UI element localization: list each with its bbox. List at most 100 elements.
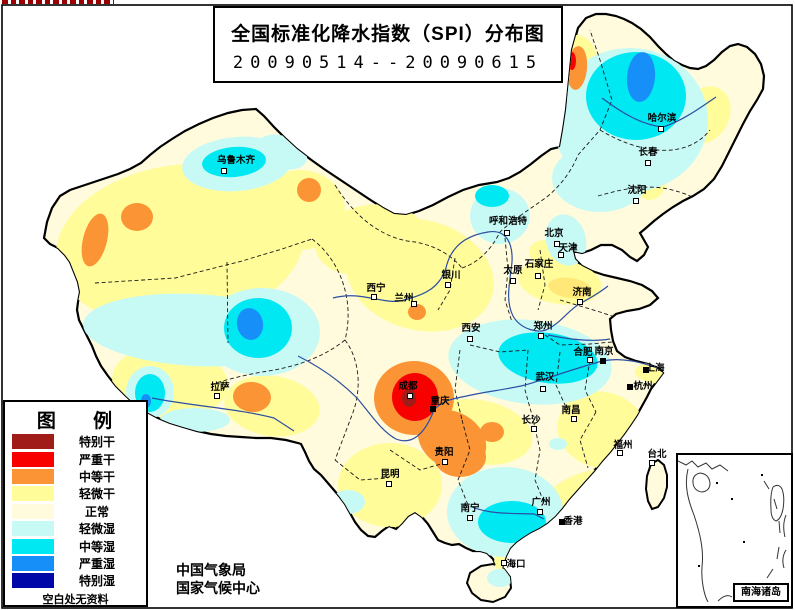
city-marker	[221, 168, 227, 174]
legend-label: 轻微干	[78, 487, 115, 502]
city-marker	[535, 273, 541, 279]
city-marker	[501, 560, 507, 566]
huai-river	[547, 334, 611, 341]
legend-swatch	[12, 451, 54, 467]
city-marker	[510, 278, 516, 284]
city-label: 西宁	[366, 282, 386, 294]
city-marker	[538, 333, 544, 339]
city-label: 哈尔滨	[647, 112, 677, 124]
legend-swatch	[12, 521, 54, 537]
city-marker	[430, 406, 436, 412]
legend-footnote: 空白处无资料	[42, 593, 109, 606]
legend-label: 中等干	[78, 469, 115, 484]
inset-dash-line	[763, 480, 781, 579]
image-border-frame	[1, 4, 793, 609]
city-label: 北京	[544, 227, 564, 239]
inset-vietnam-coast	[685, 468, 709, 602]
city-marker	[617, 450, 623, 456]
city-marker	[559, 519, 565, 525]
legend-label: 严重湿	[78, 556, 115, 571]
city-marker	[600, 358, 606, 364]
city-marker	[504, 230, 510, 236]
city-marker	[645, 160, 651, 166]
city-label: 昆明	[380, 468, 400, 480]
city-marker	[540, 386, 546, 392]
pearl-river	[471, 506, 545, 520]
legend-item: 轻微干	[5, 485, 146, 502]
city-label: 海口	[506, 558, 526, 570]
inset-map	[678, 460, 787, 602]
inset-philippines-coast	[782, 514, 787, 569]
city-label: 石家庄	[524, 258, 554, 270]
city-label: 成都	[398, 380, 418, 392]
map-title: 全国标准化降水指数（SPI）分布图	[231, 24, 545, 45]
legend-item: 中等干	[5, 468, 146, 485]
city-marker	[467, 515, 473, 521]
city-label: 台北	[647, 448, 667, 460]
legend-swatch	[12, 573, 54, 589]
city-marker	[411, 301, 417, 307]
city-marker	[467, 336, 473, 342]
inset-label: 南海诸岛	[733, 583, 789, 602]
inset-mainland-coast	[678, 460, 729, 472]
legend-label: 轻微湿	[78, 522, 115, 537]
legend-label: 中等湿	[78, 539, 115, 554]
legend-swatch	[12, 555, 54, 571]
city-label: 福州	[613, 439, 633, 451]
yangtze-river	[297, 355, 661, 442]
legend-label: 严重干	[78, 452, 115, 467]
city-label: 香港	[563, 515, 583, 527]
city-label: 南昌	[561, 404, 581, 416]
inset-taiwan	[770, 484, 785, 522]
city-marker	[214, 393, 220, 399]
legend-item: 严重湿	[5, 555, 146, 572]
city-marker	[649, 460, 655, 466]
city-label: 广州	[531, 496, 551, 508]
city-label: 西安	[461, 322, 481, 334]
city-label: 银川	[441, 269, 461, 281]
city-marker	[633, 198, 639, 204]
city-marker	[587, 357, 593, 363]
legend-swatch	[12, 538, 54, 554]
city-label: 沈阳	[627, 184, 647, 196]
city-label: 乌鲁木齐	[216, 154, 256, 166]
legend-label: 特别干	[78, 435, 115, 450]
legend-item: 中等湿	[5, 537, 146, 554]
taiwan-island	[644, 458, 668, 511]
inset-island-dots	[698, 474, 763, 567]
city-marker	[571, 416, 577, 422]
city-label: 天津	[558, 242, 578, 254]
city-marker	[386, 481, 392, 487]
legend: 图 例 特别干严重干中等干轻微干正常轻微湿中等湿严重湿特别湿 空白处无资料	[3, 400, 148, 607]
legend-rows: 特别干严重干中等干轻微干正常轻微湿中等湿严重湿特别湿	[5, 433, 146, 590]
city-marker	[407, 393, 413, 399]
city-label: 南京	[594, 345, 614, 357]
city-label: 上海	[645, 362, 665, 374]
legend-item: 严重干	[5, 450, 146, 467]
city-marker	[577, 299, 583, 305]
city-label: 太原	[503, 264, 523, 276]
province-borders	[94, 29, 711, 506]
credit-line2: 国家气候中心	[176, 580, 260, 596]
city-label: 兰州	[394, 292, 414, 304]
city-label: 拉萨	[210, 381, 230, 393]
yellow-river	[332, 231, 609, 332]
legend-swatch	[12, 486, 54, 502]
city-marker	[445, 282, 451, 288]
city-label: 长春	[638, 146, 658, 158]
city-marker	[537, 509, 543, 515]
legend-item: 特别干	[5, 433, 146, 450]
legend-item: 轻微湿	[5, 520, 146, 537]
city-label: 武汉	[535, 371, 555, 383]
south-china-sea-inset: 南海诸岛	[676, 453, 793, 608]
legend-swatch	[12, 468, 54, 484]
city-label: 重庆	[430, 395, 450, 407]
city-label: 杭州	[633, 380, 653, 392]
legend-label: 特别湿	[78, 574, 115, 589]
inset-hainan	[692, 472, 711, 493]
city-label: 呼和浩特	[488, 215, 528, 227]
city-marker	[531, 426, 537, 432]
legend-title: 图 例	[36, 411, 129, 432]
legend-label: 正常	[84, 504, 109, 519]
